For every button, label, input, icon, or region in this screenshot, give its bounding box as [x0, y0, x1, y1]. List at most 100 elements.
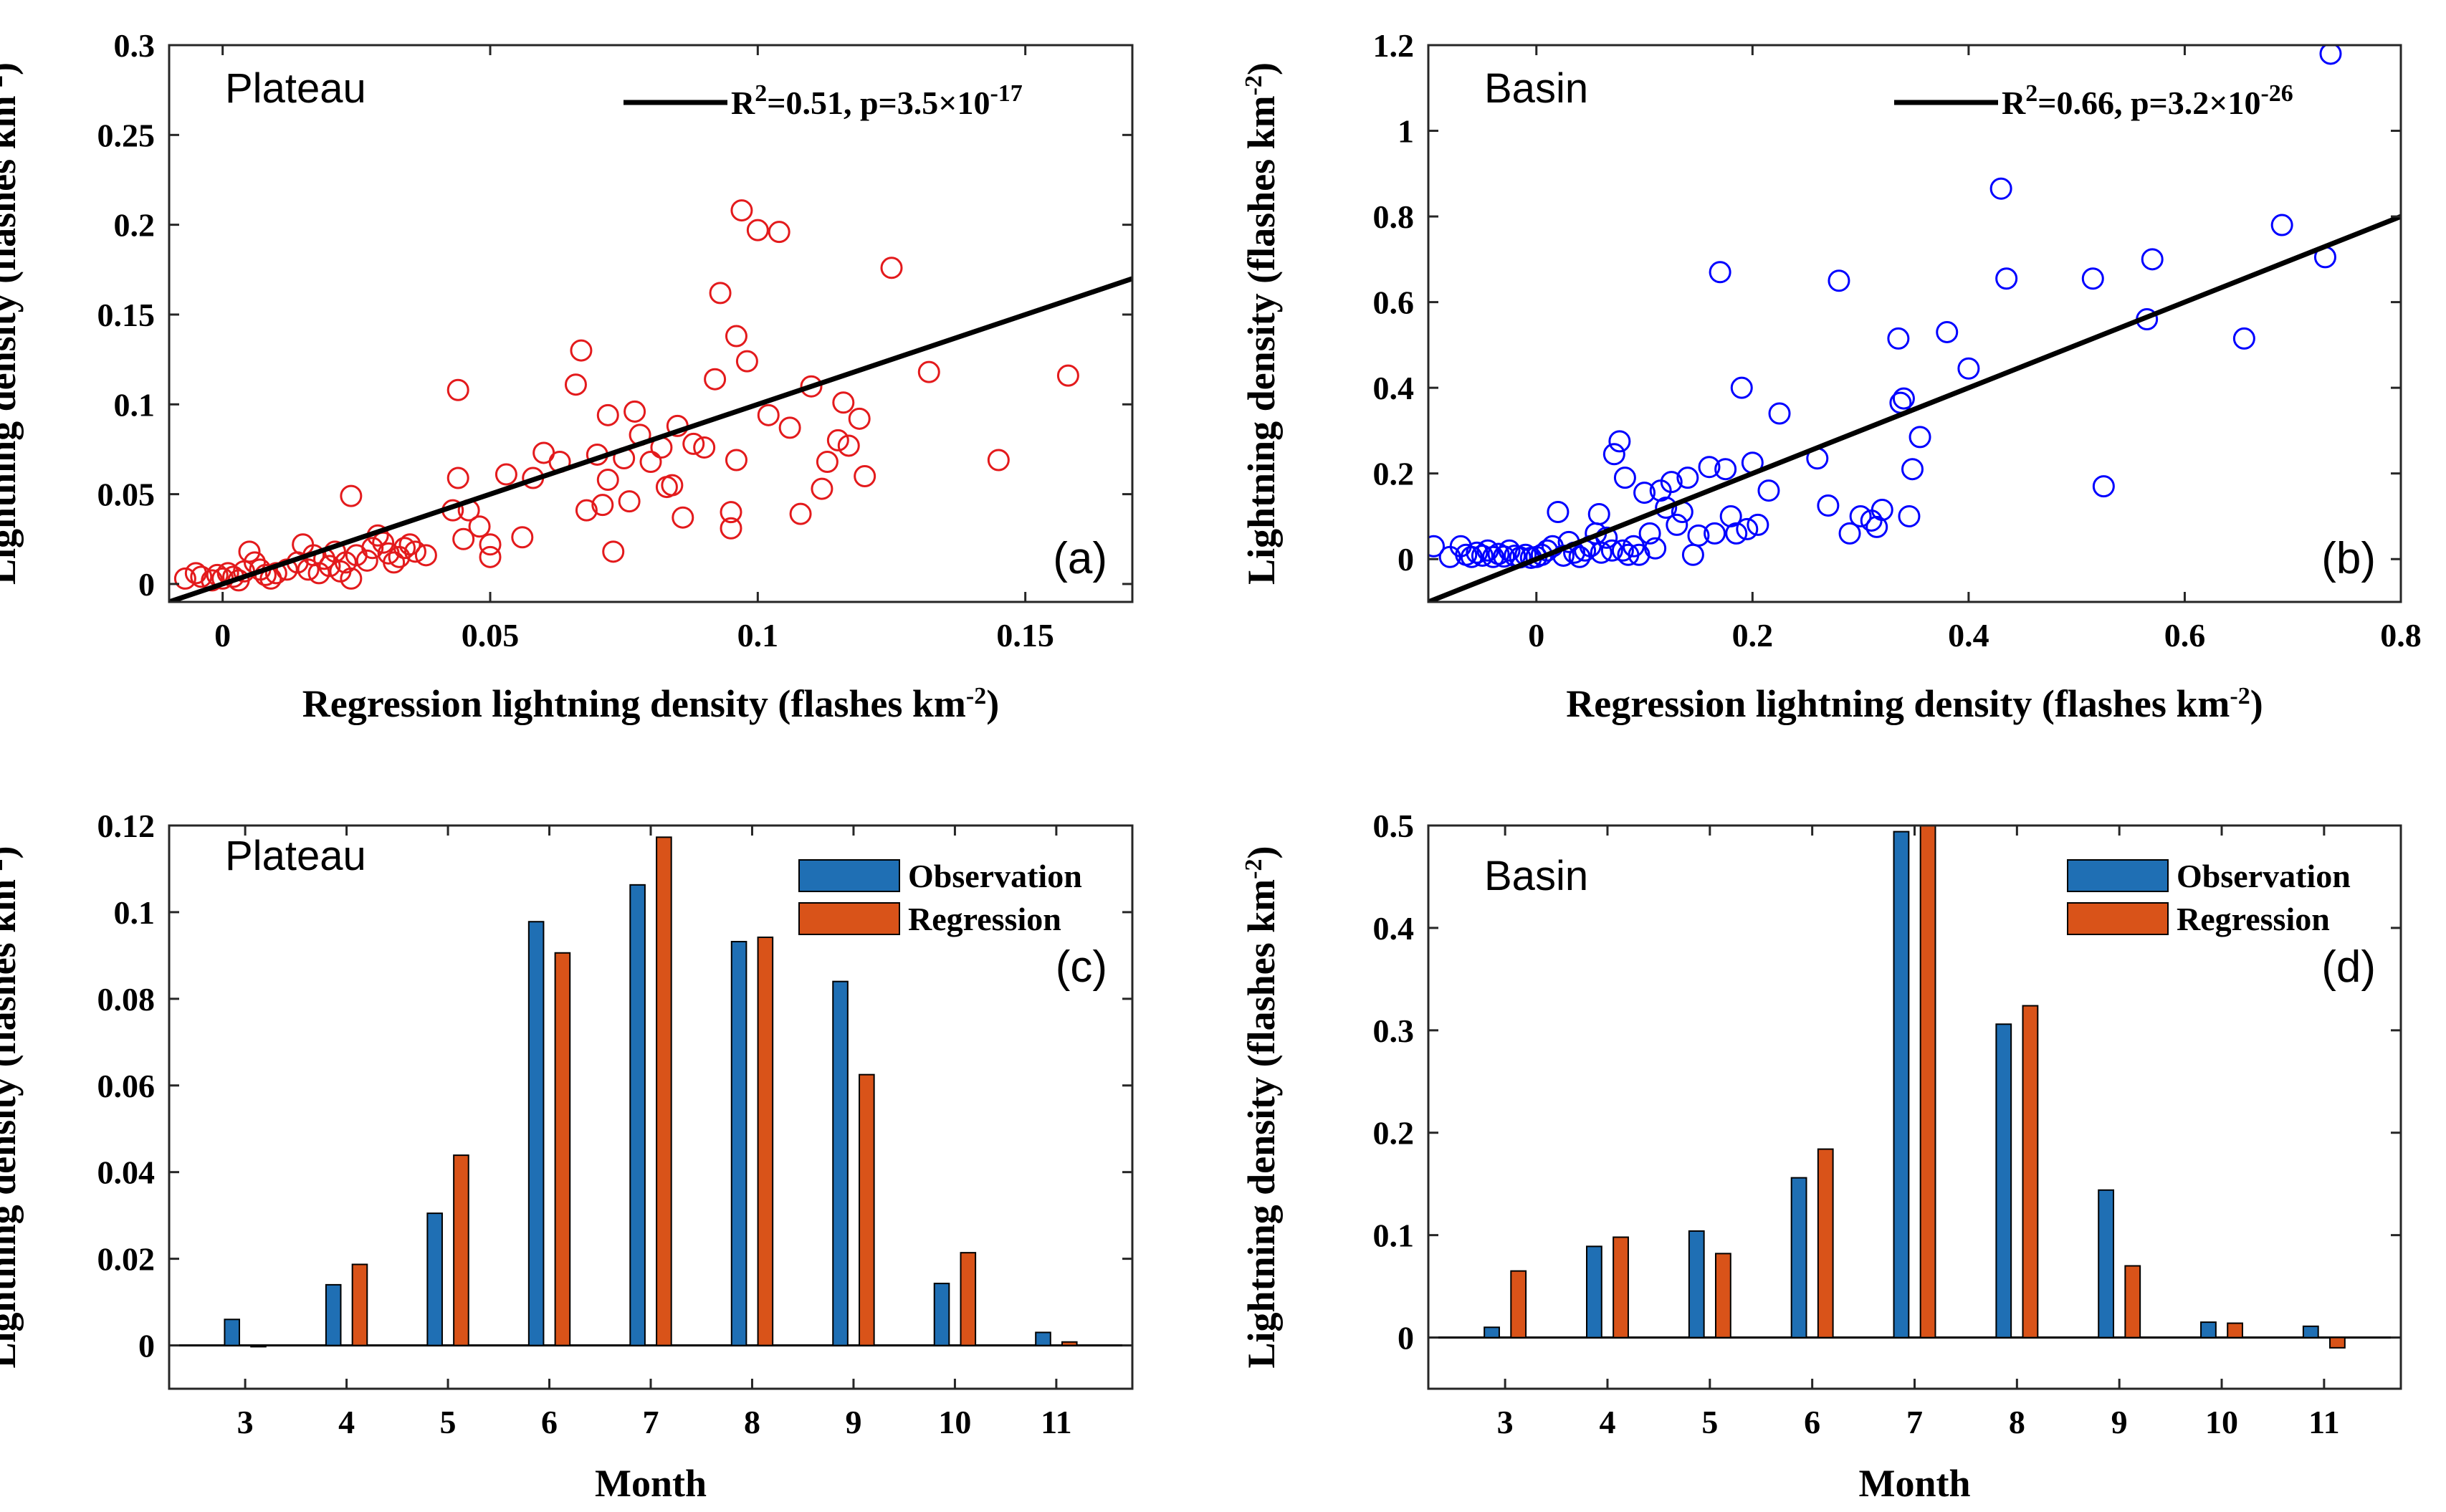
panel-c: 0 0.02 0.04 0.06 0.08 0.1 0.12 3 4 5 6 7 8 9 10 11 Light… [0, 808, 1134, 1505]
x-axis-label: Month [1858, 1462, 1970, 1505]
y-tick-label: 0.4 [1373, 370, 1415, 406]
y-tick-label: 0.1 [114, 894, 156, 931]
x-tick-label: 4 [338, 1404, 355, 1440]
region-label: Basin [1484, 65, 1588, 112]
x-tick-label: 0.1 [737, 617, 779, 654]
y-tick-label: 0 [1398, 1320, 1414, 1357]
data-point [917, 360, 940, 383]
bar-observation [1893, 831, 1910, 1339]
data-point [1860, 509, 1883, 532]
x-tick-label: 5 [440, 1404, 457, 1440]
data-point [173, 567, 196, 590]
plot-area [169, 836, 1132, 1348]
data-point [1638, 522, 1661, 545]
data-point [570, 339, 593, 362]
y-tick-label: 1.2 [1373, 27, 1415, 64]
x-tick-label: 10 [2205, 1404, 2238, 1440]
data-point [1698, 456, 1721, 479]
data-point [1849, 504, 1872, 527]
y-axis-label: Lightning density (flashes km-2) [1240, 846, 1283, 1369]
fit-line [169, 276, 1132, 602]
data-point [826, 429, 849, 451]
x-tick-label: 6 [541, 1404, 558, 1440]
data-point [720, 517, 742, 540]
x-tick-label: 6 [1804, 1404, 1820, 1440]
y-axis-label: Lightning density (flashes km-2) [0, 62, 24, 585]
data-point [880, 257, 903, 279]
data-point [1056, 364, 1079, 387]
region-label: Plateau [225, 65, 366, 112]
x-tick-label: 0.05 [462, 617, 520, 654]
data-point [1552, 544, 1575, 567]
bar-regression [1817, 1148, 1834, 1339]
data-point [2141, 248, 2164, 271]
data-point [1600, 539, 1623, 562]
data-point [238, 540, 261, 563]
y-tick-label: 0.2 [1373, 1115, 1415, 1152]
y-tick-label: 0.12 [97, 808, 156, 844]
panel-label: (b) [2321, 534, 2376, 583]
x-tick-label: 8 [2009, 1404, 2025, 1440]
data-point [264, 562, 287, 585]
data-point [1747, 513, 1769, 536]
data-point [2081, 267, 2104, 290]
data-point [1655, 497, 1678, 520]
data-point [1887, 327, 1910, 350]
data-point [452, 527, 475, 550]
data-point [1871, 498, 1893, 521]
data-point [1714, 458, 1737, 481]
bar-observation [832, 980, 849, 1346]
bar-regression [1919, 826, 1936, 1339]
y-tick-label: 0.3 [1373, 1013, 1415, 1049]
x-axis-label: Regression lightning density (flashes km… [1566, 682, 2263, 725]
bar-observation [629, 884, 646, 1346]
x-axis-label: Month [595, 1462, 707, 1505]
bar-observation [224, 1319, 241, 1346]
axes-box [168, 44, 1134, 603]
fit-statistics: R2=0.66, p=3.2×10-26 [2002, 80, 2293, 122]
data-point [746, 219, 769, 241]
data-point [735, 350, 758, 373]
data-point [446, 466, 469, 489]
bar-regression [859, 1073, 875, 1346]
data-point [1730, 376, 1753, 399]
bar-observation [325, 1283, 342, 1346]
x-axis-label: Regression lightning density (flashes km… [302, 682, 999, 725]
data-point [1757, 479, 1780, 502]
data-point [757, 403, 780, 426]
data-point [1865, 515, 1888, 538]
legend-label: Observation [2177, 858, 2351, 894]
data-point [837, 434, 860, 457]
data-point [414, 544, 437, 567]
data-point [1628, 543, 1650, 566]
data-point [778, 416, 801, 439]
x-tick-label: 0.15 [996, 617, 1054, 654]
data-point [511, 526, 534, 549]
data-point [1736, 517, 1759, 540]
data-point [725, 325, 747, 348]
bar-regression [351, 1263, 368, 1346]
y-tick-label: 0.02 [97, 1241, 156, 1278]
data-point [564, 373, 587, 396]
data-point [479, 545, 502, 568]
x-tick-label: 11 [2308, 1404, 2339, 1440]
data-point [624, 400, 646, 423]
data-point [730, 199, 753, 222]
y-tick-label: 0.04 [97, 1154, 156, 1191]
data-point [639, 450, 662, 473]
bar-regression [250, 1344, 267, 1348]
x-tick-label: 3 [237, 1404, 254, 1440]
data-point [1666, 513, 1688, 536]
bar-observation [2200, 1321, 2217, 1339]
data-point [1676, 466, 1699, 489]
bar-regression [554, 952, 571, 1346]
data-point [1719, 504, 1742, 527]
data-point [1936, 320, 1959, 343]
x-tick-label: 4 [1599, 1404, 1615, 1440]
y-tick-label: 0.2 [114, 207, 156, 244]
data-point [2319, 45, 2342, 65]
data-point [1633, 482, 1656, 504]
bar-observation [2302, 1325, 2319, 1339]
bar-regression [656, 836, 672, 1346]
data-point [1466, 541, 1489, 564]
